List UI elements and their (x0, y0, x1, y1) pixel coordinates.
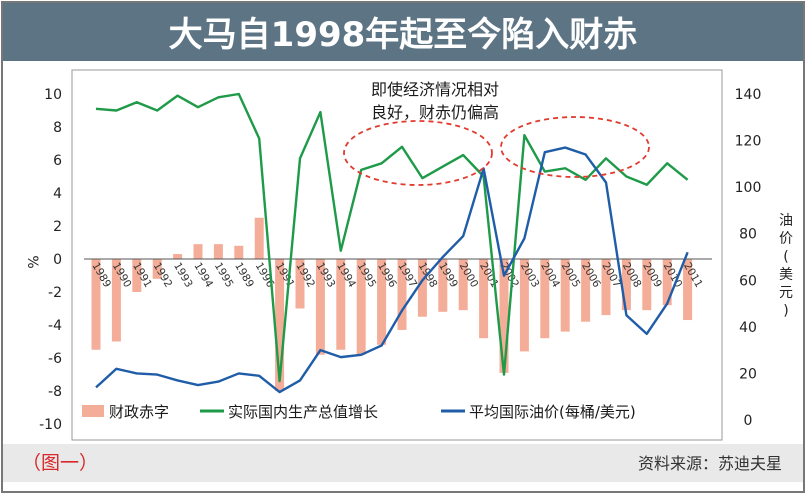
legend-label-gdp: 实际国内生产总值增长 (228, 403, 378, 421)
right-axis-label-char: ( (783, 249, 788, 265)
left-tick-label: 0 (53, 252, 62, 268)
deficit-bar (356, 259, 366, 355)
annotation-ellipse-left (343, 120, 493, 186)
deficit-bar (499, 259, 509, 373)
deficit-bar (234, 245, 244, 259)
deficit-bar (621, 259, 631, 311)
deficit-bar (213, 244, 223, 259)
deficit-bar (275, 259, 285, 391)
left-tick-label: -6 (48, 351, 62, 367)
legend-label-oil: 平均国际油价(每桶/美元) (469, 403, 636, 421)
right-tick-label: 60 (739, 273, 757, 289)
gdp-growth-line (95, 92, 689, 383)
deficit-bar (132, 259, 142, 292)
deficit-bar (377, 259, 387, 345)
deficit-bar (417, 259, 427, 317)
left-axis-ticks: 10 8 6 4 2 0 -2 -4 -6 -8 -10 (39, 87, 62, 433)
deficit-bar (397, 259, 407, 330)
left-tick-label: 6 (53, 153, 62, 169)
deficit-bar (254, 217, 264, 259)
chart-title: 大马自1998年起至今陷入财赤 (169, 15, 638, 55)
deficit-bar (642, 259, 652, 311)
left-tick-label: 2 (53, 219, 62, 235)
left-tick-label: 4 (53, 186, 62, 202)
deficit-bar (479, 259, 489, 339)
right-axis-ticks: 140 120 100 80 60 40 20 0 (735, 87, 762, 429)
deficit-bar (438, 259, 448, 312)
footer-band (3, 444, 803, 482)
deficit-bar (662, 259, 672, 306)
right-axis-label: 油价 ( 美元) (779, 213, 793, 319)
left-tick-label: -4 (48, 318, 62, 334)
deficit-bars (91, 217, 693, 391)
left-tick-label: -10 (39, 417, 62, 433)
deficit-bar (683, 259, 693, 321)
right-tick-label: 20 (739, 366, 757, 382)
figure-label: （图一） (22, 452, 98, 474)
legend-swatch-deficit (82, 405, 104, 417)
title-band (3, 3, 803, 61)
right-axis-label-char: ) (783, 303, 788, 319)
right-tick-label: 100 (735, 180, 762, 196)
left-axis-label: % (24, 255, 40, 268)
right-axis-label-char: 美 (779, 267, 793, 283)
right-axis-label-char: 油 (779, 213, 793, 229)
series-lines (95, 92, 689, 394)
right-tick-label: 120 (735, 134, 762, 150)
deficit-bar (560, 259, 570, 332)
legend: 财政赤字 实际国内生产总值增长 平均国际油价(每桶/美元) (82, 403, 636, 421)
plot-frame (71, 69, 723, 441)
source-text: 资料来源：苏迪夫星 (638, 454, 782, 473)
deficit-bar (295, 259, 305, 309)
deficit-bar (91, 259, 101, 350)
deficit-bar (152, 259, 162, 279)
annotation-line-1: 即使经济情况相对 (371, 80, 499, 99)
right-tick-label: 0 (744, 413, 753, 429)
legend-label-deficit: 财政赤字 (109, 403, 169, 421)
oil-price-line (95, 146, 689, 394)
right-tick-label: 140 (735, 87, 762, 103)
left-tick-label: 8 (53, 120, 62, 136)
deficit-bar (336, 259, 346, 350)
deficit-bar (315, 259, 325, 355)
annotation-line-2: 良好，财赤仍偏高 (371, 103, 499, 122)
deficit-bar (581, 259, 591, 322)
deficit-bar (601, 259, 611, 316)
deficit-bar (173, 254, 183, 259)
right-tick-label: 40 (739, 320, 757, 336)
left-tick-label: -2 (48, 285, 62, 301)
deficit-bar (193, 244, 203, 259)
deficit-bar (111, 259, 121, 342)
right-axis-label-char: 价 (779, 231, 793, 247)
deficit-bar (519, 259, 529, 352)
left-tick-label: 10 (44, 87, 62, 103)
annotation-ellipse-right (500, 116, 650, 178)
left-tick-label: -8 (48, 384, 62, 400)
deficit-bar (540, 259, 550, 339)
deficit-bar (458, 259, 468, 311)
right-axis-label-char: 元 (779, 285, 793, 301)
right-tick-label: 80 (739, 227, 757, 243)
